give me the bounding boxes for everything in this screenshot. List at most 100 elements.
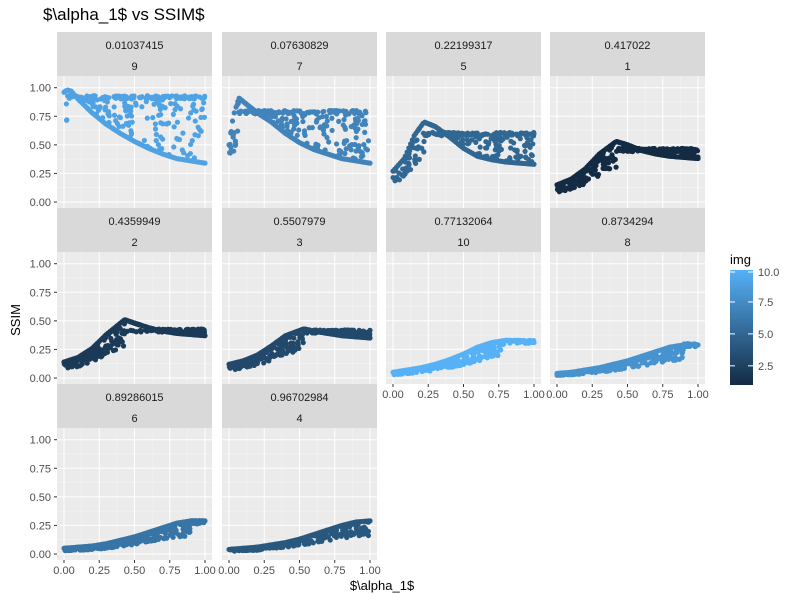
data-point bbox=[90, 100, 96, 106]
data-point bbox=[151, 101, 157, 107]
data-point bbox=[623, 141, 629, 147]
data-point bbox=[462, 131, 468, 137]
data-point bbox=[314, 117, 320, 123]
data-point bbox=[610, 155, 616, 161]
data-point bbox=[191, 155, 197, 161]
data-point bbox=[692, 153, 698, 160]
facet-panel: 0.01037415 9 0.00 0.25 0.50 0.75 1.00 bbox=[30, 32, 212, 209]
data-point bbox=[514, 147, 520, 153]
data-point bbox=[527, 144, 533, 150]
data-point bbox=[405, 150, 411, 156]
data-point bbox=[585, 167, 591, 173]
data-point bbox=[361, 332, 367, 338]
data-point bbox=[613, 164, 619, 170]
data-point bbox=[288, 130, 294, 136]
data-point bbox=[455, 357, 461, 364]
data-point bbox=[349, 142, 355, 148]
data-point bbox=[333, 327, 339, 333]
data-point bbox=[187, 526, 193, 532]
data-point bbox=[647, 147, 653, 153]
data-point bbox=[421, 138, 427, 145]
data-point bbox=[108, 335, 114, 342]
data-point bbox=[90, 346, 96, 352]
legend-tick-label: 7.5 bbox=[758, 297, 773, 309]
data-point bbox=[200, 326, 206, 332]
data-point bbox=[152, 121, 158, 127]
data-point bbox=[127, 111, 133, 117]
data-point bbox=[276, 124, 282, 130]
data-point bbox=[277, 338, 283, 344]
x-tick-label: 0.00 bbox=[53, 565, 74, 577]
data-point bbox=[168, 101, 174, 107]
strip-label-value: 0.89286015 bbox=[105, 392, 163, 404]
data-point bbox=[120, 343, 127, 349]
data-point bbox=[306, 541, 312, 547]
data-point bbox=[591, 369, 597, 375]
data-point bbox=[496, 148, 502, 154]
data-point bbox=[364, 519, 370, 525]
y-tick-label: 0.25 bbox=[30, 168, 51, 180]
data-point bbox=[304, 140, 310, 146]
data-point bbox=[670, 146, 676, 152]
data-point bbox=[153, 131, 159, 138]
data-point bbox=[98, 545, 104, 551]
data-point bbox=[188, 141, 194, 148]
data-point bbox=[515, 131, 521, 137]
data-point bbox=[496, 344, 502, 350]
data-point bbox=[90, 355, 96, 361]
data-point bbox=[63, 101, 69, 107]
data-point bbox=[579, 173, 585, 179]
data-point bbox=[333, 534, 340, 540]
data-point bbox=[686, 146, 692, 152]
data-point bbox=[197, 127, 203, 133]
data-point bbox=[281, 336, 287, 342]
data-point bbox=[82, 95, 88, 101]
data-point bbox=[291, 122, 298, 129]
x-tick-label: 0.00 bbox=[218, 565, 239, 577]
data-point bbox=[236, 109, 242, 115]
data-point bbox=[319, 114, 325, 120]
data-point bbox=[602, 161, 608, 167]
data-point bbox=[166, 151, 172, 158]
data-point bbox=[152, 537, 158, 543]
data-point bbox=[351, 122, 357, 128]
data-point bbox=[555, 371, 561, 377]
data-point bbox=[282, 109, 288, 115]
data-point bbox=[123, 108, 129, 114]
data-point bbox=[597, 367, 603, 373]
data-point bbox=[100, 94, 106, 101]
data-point bbox=[461, 355, 467, 362]
data-point bbox=[119, 330, 125, 336]
data-point bbox=[656, 354, 662, 361]
strip-label-value: 0.77132064 bbox=[434, 216, 492, 228]
data-point bbox=[418, 365, 425, 372]
x-tick-label: 0.00 bbox=[546, 389, 567, 401]
data-point bbox=[105, 108, 112, 115]
x-axis-title: $\alpha_1$ bbox=[350, 578, 415, 593]
data-point bbox=[238, 361, 244, 367]
data-point bbox=[651, 145, 657, 152]
data-point bbox=[592, 167, 598, 173]
strip-label-img: 3 bbox=[296, 237, 302, 249]
y-tick-label: 0.75 bbox=[30, 463, 51, 475]
facet-strip bbox=[222, 208, 377, 252]
data-point bbox=[423, 120, 429, 126]
data-point bbox=[396, 177, 402, 183]
data-point bbox=[349, 329, 355, 335]
data-point bbox=[343, 108, 349, 115]
data-point bbox=[302, 132, 308, 139]
data-point bbox=[110, 347, 116, 354]
data-point bbox=[252, 111, 258, 117]
data-point bbox=[150, 115, 156, 121]
data-point bbox=[111, 112, 118, 118]
data-point bbox=[356, 143, 362, 149]
data-point bbox=[342, 150, 348, 157]
data-point bbox=[392, 178, 398, 184]
data-point bbox=[666, 356, 672, 362]
data-point bbox=[126, 122, 132, 128]
strip-label-value: 0.4359949 bbox=[109, 216, 161, 228]
data-point bbox=[177, 534, 183, 540]
data-point bbox=[333, 141, 340, 147]
data-point bbox=[106, 119, 112, 126]
y-tick-label: 0.75 bbox=[30, 111, 51, 123]
